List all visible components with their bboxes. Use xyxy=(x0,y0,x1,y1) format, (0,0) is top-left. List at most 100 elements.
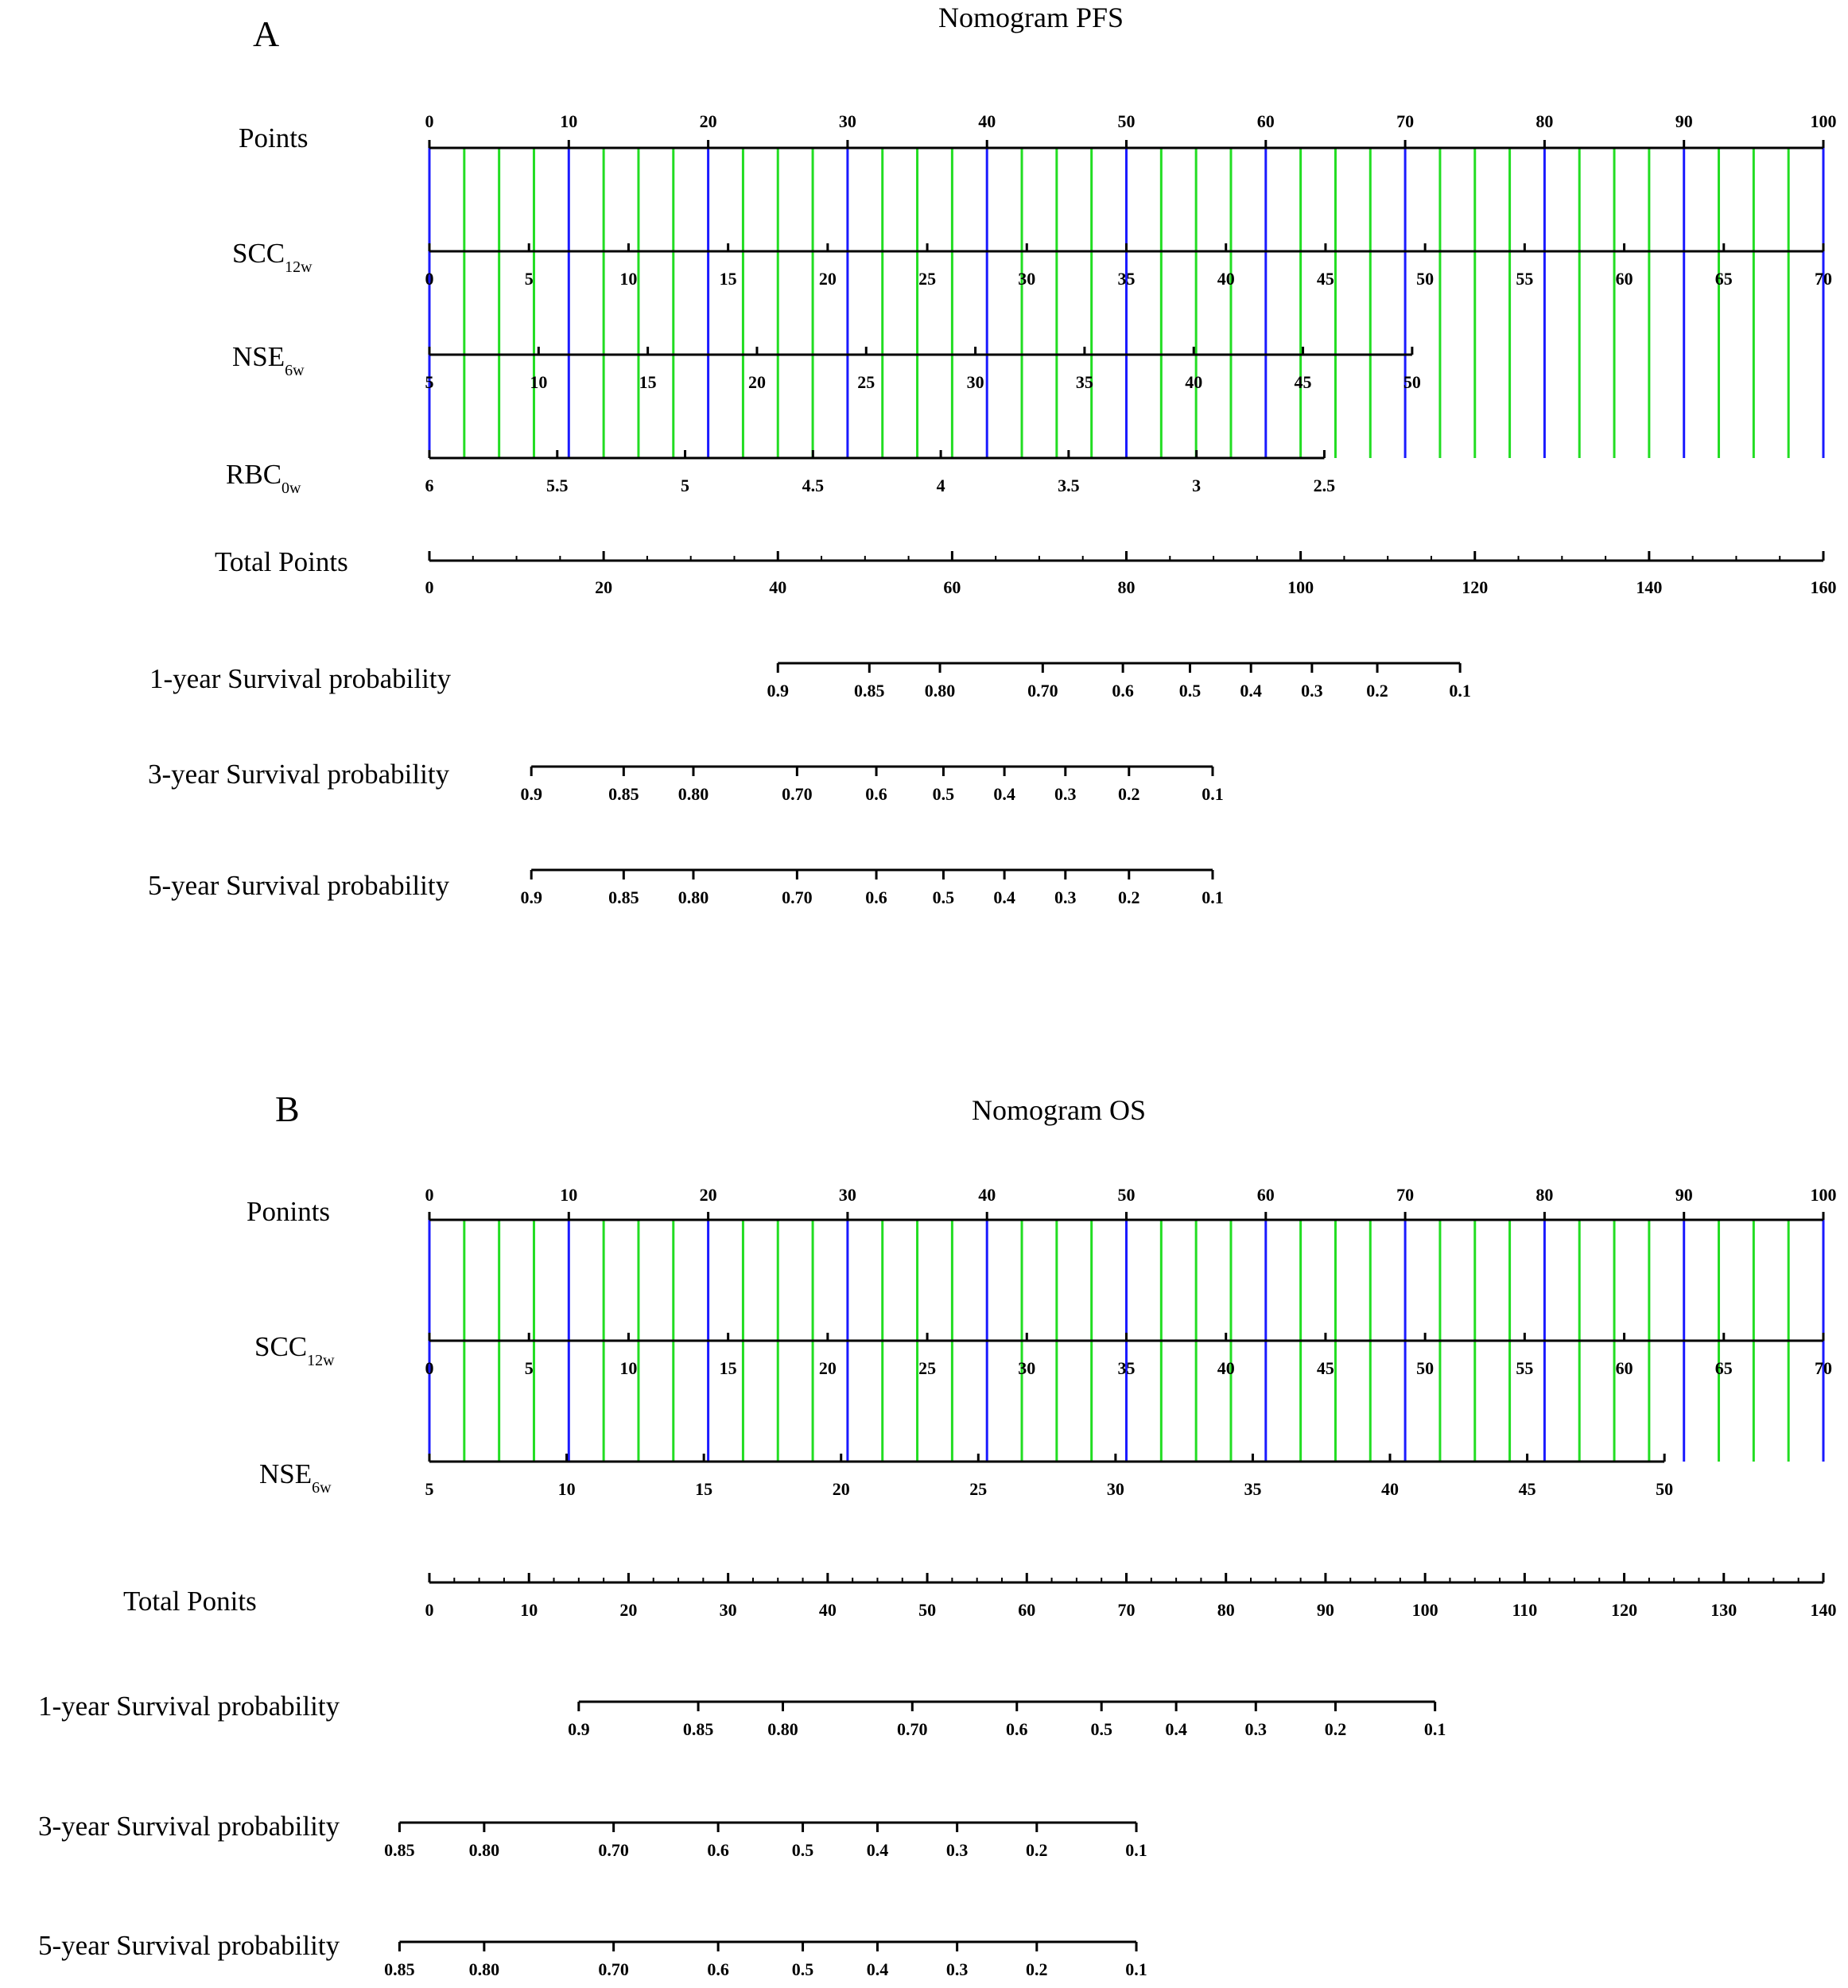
panel-a-total-tick-label: 60 xyxy=(943,577,961,597)
panel-a-var-tick-label: 0 xyxy=(425,269,434,289)
panel-b-surv-tick-label: 0.2 xyxy=(1026,1959,1048,1979)
panel-a-surv-tick-label: 0.1 xyxy=(1202,784,1224,804)
panel-b-surv-tick-label: 0.3 xyxy=(946,1840,969,1860)
panel-b-var-tick-label: 20 xyxy=(833,1479,850,1499)
panel-a-surv-tick-label: 0.3 xyxy=(1301,681,1323,701)
panel-b-total-tick-label: 90 xyxy=(1317,1600,1334,1620)
panel-a-surv-tick-label: 0.4 xyxy=(993,887,1015,907)
panel-b-surv-tick-label: 0.3 xyxy=(1245,1719,1268,1739)
panel-a-var-tick-label: 4 xyxy=(937,476,945,495)
panel-a-var-tick-label: 20 xyxy=(748,372,766,392)
panel-b-points-tick-label: 30 xyxy=(839,1185,856,1205)
panel-b-total-tick-label: 50 xyxy=(918,1600,936,1620)
panel-b-surv-tick-label: 0.6 xyxy=(1006,1719,1028,1739)
panel-b-var-tick-label: 40 xyxy=(1217,1358,1235,1378)
panel-b-var-tick-label: 35 xyxy=(1244,1479,1261,1499)
panel-a-surv3-label: 3-year Survival probability xyxy=(148,759,450,790)
panel-a-surv-tick-label: 0.9 xyxy=(520,784,542,804)
panel-b-points-tick-label: 70 xyxy=(1396,1185,1414,1205)
panel-b-points-tick-label: 50 xyxy=(1118,1185,1136,1205)
panel-a-surv-tick-label: 0.5 xyxy=(933,784,955,804)
panel-b-var-tick-label: 50 xyxy=(1416,1358,1434,1378)
panel-b-var-tick-label: 60 xyxy=(1616,1358,1633,1378)
panel-b-surv-tick-label: 0.1 xyxy=(1125,1840,1147,1860)
panel-b-surv-tick-label: 0.4 xyxy=(867,1959,889,1979)
panel-b-surv-tick-label: 0.70 xyxy=(598,1840,629,1860)
panel-a-surv-tick-label: 0.1 xyxy=(1449,681,1471,701)
panel-b-total-tick-label: 20 xyxy=(619,1600,637,1620)
panel-a-total-tick-label: 140 xyxy=(1636,577,1662,597)
panel-a-surv-tick-label: 0.2 xyxy=(1366,681,1388,701)
panel-b-points-tick-label: 40 xyxy=(978,1185,996,1205)
panel-b-var-tick-label: 10 xyxy=(558,1479,576,1499)
panel-a-var-tick-label: 25 xyxy=(918,269,936,289)
panel-b-var-tick-label: 45 xyxy=(1519,1479,1536,1499)
panel-b-var-tick-label: 65 xyxy=(1715,1358,1733,1378)
panel-a-var-tick-label: 6 xyxy=(425,476,434,495)
panel-a-surv1-label: 1-year Survival probability xyxy=(149,663,452,694)
panel-a-points-tick-label: 40 xyxy=(978,111,996,131)
panel-b-surv-tick-label: 0.2 xyxy=(1325,1719,1347,1739)
panel-b-surv-tick-label: 0.5 xyxy=(1090,1719,1112,1739)
panel-b-surv-tick-label: 0.3 xyxy=(946,1959,969,1979)
panel-b-surv-tick-label: 0.6 xyxy=(707,1840,729,1860)
panel-a-surv-tick-label: 0.2 xyxy=(1118,887,1140,907)
panel-a-var-tick-label: 5 xyxy=(525,269,534,289)
panel-b-points-tick-label: 10 xyxy=(560,1185,577,1205)
panel-b-total-tick-label: 110 xyxy=(1512,1600,1537,1620)
panel-b-total-tick-label: 140 xyxy=(1811,1600,1837,1620)
panel-a-var-tick-label: 40 xyxy=(1185,372,1202,392)
panel-a-surv-tick-label: 0.2 xyxy=(1118,784,1140,804)
panel-b-var-tick-label: 15 xyxy=(720,1358,737,1378)
panel-a-var-tick-label: 35 xyxy=(1076,372,1093,392)
panel-b-surv-tick-label: 0.2 xyxy=(1026,1840,1048,1860)
panel-b-total-tick-label: 100 xyxy=(1412,1600,1438,1620)
panel-a-points-tick-label: 0 xyxy=(425,111,434,131)
panel-a-surv-tick-label: 0.6 xyxy=(865,887,887,907)
panel-b-var-tick-label: 30 xyxy=(1018,1358,1035,1378)
panel-a-var-tick-label: 5 xyxy=(425,372,434,392)
panel-b-surv-tick-label: 0.70 xyxy=(897,1719,928,1739)
panel-b-surv-tick-label: 0.80 xyxy=(767,1719,798,1739)
panel-a-total-tick-label: 20 xyxy=(595,577,612,597)
panel-b-total-tick-label: 60 xyxy=(1018,1600,1035,1620)
panel-a-surv-tick-label: 0.4 xyxy=(993,784,1015,804)
panel-a-surv-tick-label: 0.5 xyxy=(1179,681,1202,701)
panel-a-var-tick-label: 35 xyxy=(1118,269,1136,289)
panel-b-surv-tick-label: 0.4 xyxy=(867,1840,889,1860)
panel-b-scc-label: SCC12w xyxy=(254,1331,335,1369)
panel-a-surv-tick-label: 0.6 xyxy=(1112,681,1134,701)
panel-a-letter: A xyxy=(253,14,279,54)
panel-a-points-tick-label: 80 xyxy=(1535,111,1553,131)
panel-b-letter: B xyxy=(275,1089,300,1129)
panel-b-surv1-label: 1-year Survival probability xyxy=(38,1691,340,1722)
panel-a-surv-tick-label: 0.85 xyxy=(608,784,639,804)
panel-b-total-tick-label: 10 xyxy=(520,1600,538,1620)
panel-b-var-tick-label: 10 xyxy=(619,1358,637,1378)
panel-a-total-tick-label: 100 xyxy=(1287,577,1314,597)
panel-a-var-tick-label: 10 xyxy=(530,372,547,392)
panel-a-total-tick-label: 120 xyxy=(1462,577,1488,597)
panel-b-total-tick-label: 130 xyxy=(1710,1600,1737,1620)
panel-b-var-tick-label: 5 xyxy=(425,1479,434,1499)
panel-a-total-tick-label: 80 xyxy=(1118,577,1136,597)
panel-b-points-tick-label: 100 xyxy=(1811,1185,1837,1205)
panel-b-var-tick-label: 45 xyxy=(1317,1358,1334,1378)
panel-b-total-points-label: Total Ponits xyxy=(123,1586,257,1617)
panel-b-surv-tick-label: 0.85 xyxy=(683,1719,714,1739)
panel-b-var-tick-label: 30 xyxy=(1107,1479,1124,1499)
panel-a-var-tick-label: 50 xyxy=(1403,372,1421,392)
panel-a-surv-tick-label: 0.70 xyxy=(1027,681,1058,701)
panel-a-var-tick-label: 45 xyxy=(1317,269,1334,289)
panel-a-points-tick-label: 20 xyxy=(700,111,717,131)
panel-a-total-tick-label: 40 xyxy=(769,577,786,597)
panel-b-var-tick-label: 5 xyxy=(525,1358,534,1378)
panel-a-var-tick-label: 4.5 xyxy=(802,476,825,495)
panel-a-rbc-label: RBC0w xyxy=(226,459,301,497)
panel-b-var-tick-label: 50 xyxy=(1656,1479,1673,1499)
panel-a-surv5-label: 5-year Survival probability xyxy=(148,870,450,901)
panel-a-surv-tick-label: 0.70 xyxy=(782,784,813,804)
panel-b-surv-tick-label: 0.1 xyxy=(1125,1959,1147,1979)
panel-b-var-tick-label: 0 xyxy=(425,1358,434,1378)
